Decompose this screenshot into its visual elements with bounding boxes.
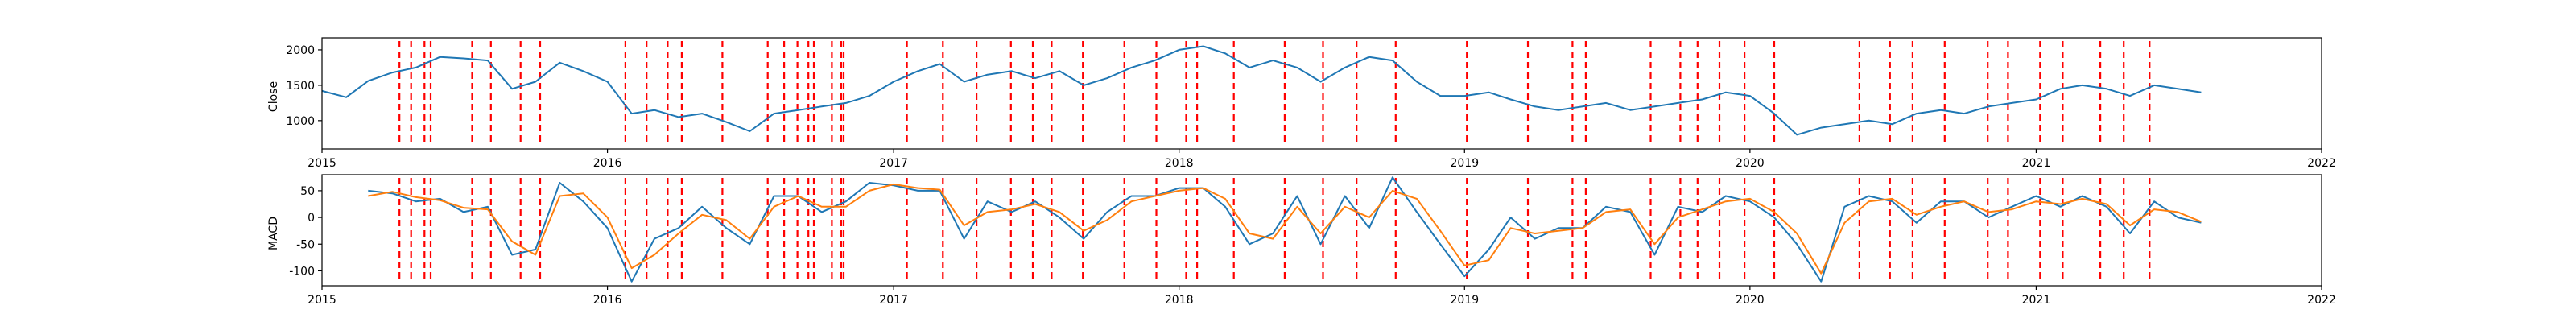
macd-panel: MACD 2015 2016 2017 2018 2019 2020 2021 2022 50 0… xyxy=(267,174,2336,307)
close-y-tick-label-2: 2000 xyxy=(286,44,315,57)
macd-plot: 2015 2016 2017 2018 2019 2020 2021 2022 50 0 -50 -1… xyxy=(289,174,2336,307)
close-y-tick-label-0: 1000 xyxy=(286,115,315,128)
close-x-tick-label-4: 2019 xyxy=(1450,157,1479,170)
macd-y-tick-label-2: -50 xyxy=(296,238,315,251)
close-x-tick-label-7: 2022 xyxy=(2307,157,2336,170)
close-x-tick-label-2: 2017 xyxy=(879,157,908,170)
macd-series-line-0 xyxy=(368,176,2202,283)
close-panel: Close 2015 2016 2017 2018 2019 2020 2021 2022 10… xyxy=(267,37,2336,170)
close-ylabel: Close xyxy=(267,81,280,112)
macd-x-tick-label-4: 2019 xyxy=(1450,294,1479,307)
close-x-tick-label-3: 2018 xyxy=(1165,157,1194,170)
macd-y-tick-label-3: -100 xyxy=(289,265,315,278)
close-plot: 2015 2016 2017 2018 2019 2020 2021 2022 1000 1500… xyxy=(286,37,2336,170)
close-x-tick-label-1: 2016 xyxy=(593,157,622,170)
macd-ylabel: MACD xyxy=(267,217,280,250)
macd-x-tick-label-2: 2017 xyxy=(879,294,908,307)
macd-axes-frame xyxy=(321,174,2322,287)
macd-x-tick-label-7: 2022 xyxy=(2307,294,2336,307)
macd-y-tick-label-1: 0 xyxy=(308,212,315,225)
close-series-line-0 xyxy=(321,45,2202,136)
close-y-tick-label-1: 1500 xyxy=(286,80,315,93)
macd-x-tick-label-3: 2018 xyxy=(1165,294,1194,307)
close-x-tick-label-0: 2015 xyxy=(308,157,336,170)
close-x-tick-label-5: 2020 xyxy=(1736,157,1765,170)
macd-y-tick-label-0: 50 xyxy=(300,185,315,198)
macd-x-tick-label-1: 2016 xyxy=(593,294,622,307)
macd-x-tick-label-5: 2020 xyxy=(1736,294,1765,307)
macd-x-tick-label-6: 2021 xyxy=(2022,294,2051,307)
close-axes-frame xyxy=(321,37,2322,150)
close-x-tick-label-6: 2021 xyxy=(2022,157,2051,170)
macd-x-tick-label-0: 2015 xyxy=(308,294,336,307)
macd-series-line-1 xyxy=(368,183,2202,275)
